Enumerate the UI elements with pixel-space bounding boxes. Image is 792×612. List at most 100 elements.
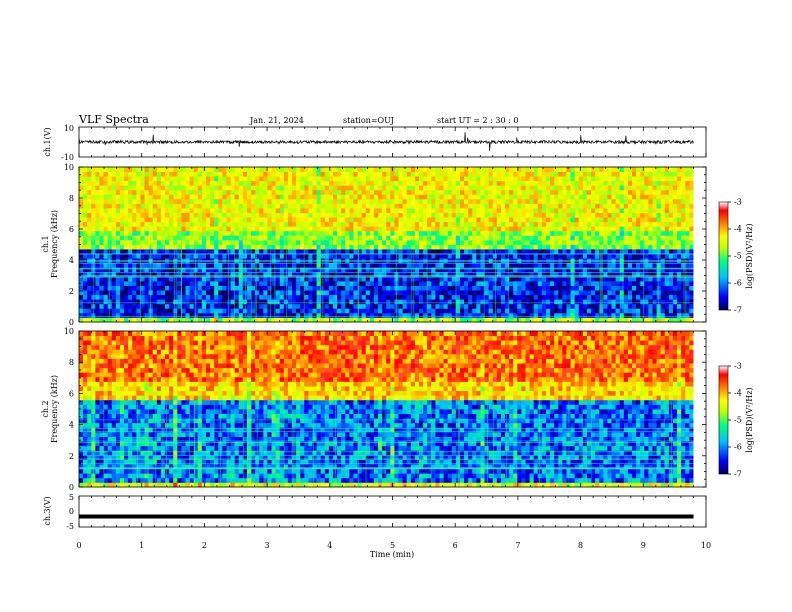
spec1-cell — [87, 253, 92, 259]
spec1-cell — [550, 189, 555, 195]
spec1-cell — [292, 171, 297, 177]
spec1-cell — [160, 235, 166, 241]
spec1-cell — [619, 203, 625, 209]
spec1-cell — [271, 303, 277, 309]
spec1-cell — [443, 267, 449, 273]
spec1-cell — [640, 249, 645, 255]
spec1-cell — [537, 208, 543, 213]
spec1-cell — [361, 262, 367, 268]
spec1-cell — [603, 249, 608, 255]
spec1-cell — [636, 253, 641, 259]
spec1-cell — [480, 244, 485, 250]
spec1-cell — [640, 221, 645, 227]
spec1-cell — [648, 253, 653, 259]
spec1-cell — [119, 285, 125, 291]
spec1-cell — [496, 212, 502, 218]
spec1-cell — [292, 167, 297, 172]
spec1-cell — [668, 308, 674, 314]
spec1-cell — [615, 262, 621, 268]
spec1-cell — [152, 185, 158, 191]
spec1-cell — [144, 176, 150, 182]
spec1-cell — [574, 176, 580, 182]
spec1-cell — [656, 276, 662, 282]
spec1-cell — [111, 244, 117, 250]
spec1-cell — [611, 239, 617, 245]
spec1-cell — [357, 244, 363, 250]
spec1-cell — [525, 308, 531, 314]
spec1-cell — [406, 212, 412, 218]
spec1-cell — [419, 203, 424, 209]
spec1-cell — [119, 194, 125, 200]
spec1-cell — [365, 276, 371, 282]
spec1-cell — [529, 303, 535, 309]
spec1-cell — [287, 249, 293, 255]
spec1-cell — [87, 203, 92, 209]
spec1-cell — [292, 280, 297, 286]
spec1-cell — [152, 203, 158, 209]
spec1-cell — [464, 303, 469, 309]
spec1-cell — [582, 235, 588, 241]
spec1-cell — [619, 171, 625, 177]
spec1-cell — [263, 308, 268, 314]
spec1-cell — [271, 180, 277, 186]
spec1-cell — [541, 290, 547, 296]
spec1-cell — [472, 217, 477, 223]
spec1-cell — [292, 244, 297, 250]
spec1-cell — [107, 317, 113, 323]
spec1-cell — [545, 189, 551, 195]
spec1-cell — [341, 239, 346, 245]
spec1-cell — [451, 239, 457, 245]
spec1-cell — [214, 267, 219, 273]
spec1-cell — [447, 203, 453, 209]
spec1-cell — [337, 217, 342, 223]
spec1-cell — [312, 276, 317, 282]
spec1-cell — [664, 317, 670, 323]
spec1-cell — [386, 230, 391, 236]
spec1-cell — [545, 249, 551, 255]
spec1-cell — [345, 171, 350, 177]
spec1-cell — [160, 312, 166, 318]
spec1-cell — [316, 244, 322, 250]
spec1-cell — [140, 185, 145, 191]
spec1-cell — [668, 208, 674, 213]
spec1-cell — [181, 212, 186, 218]
spec1-cell — [201, 244, 207, 250]
spec1-cell — [230, 208, 236, 213]
spec1-cell — [136, 180, 141, 186]
spec1-cell — [386, 208, 391, 213]
spec1-cell — [537, 294, 543, 300]
spec1-cell — [201, 267, 207, 273]
spec1-cell — [365, 180, 371, 186]
spec1-cell — [488, 217, 494, 223]
spec1-cell — [672, 249, 678, 255]
spec1-cell — [611, 312, 617, 318]
spec1-cell — [435, 194, 440, 200]
spec1-cell — [570, 280, 576, 286]
spec1-cell — [263, 180, 268, 186]
spec1-cell — [505, 271, 510, 277]
spec1-cell — [672, 235, 678, 241]
spec1-cell — [218, 235, 223, 241]
spec1-cell — [165, 303, 170, 309]
spec1-cell — [394, 167, 399, 172]
spec1-cell — [107, 267, 113, 273]
spec1-cell — [267, 180, 272, 186]
spec1-cell — [369, 239, 375, 245]
spec1-cell — [636, 239, 641, 245]
spec1-cell — [357, 285, 363, 291]
spec1-cell — [451, 230, 457, 236]
spec1-cell — [591, 303, 596, 309]
spec1-cell — [423, 312, 428, 318]
spec1-cell — [533, 285, 539, 291]
spec1-cell — [517, 308, 522, 314]
spec1-cell — [660, 208, 666, 213]
spec1-cell — [644, 294, 649, 300]
spec1-cell — [447, 253, 453, 259]
spec1-cell — [292, 299, 297, 305]
spec1-cell — [656, 262, 662, 268]
spec1-cell — [615, 208, 621, 213]
spec1-cell — [267, 276, 272, 282]
spec1-cell — [517, 189, 522, 195]
spec1-cell — [406, 290, 412, 296]
spec1-cell — [615, 230, 621, 236]
